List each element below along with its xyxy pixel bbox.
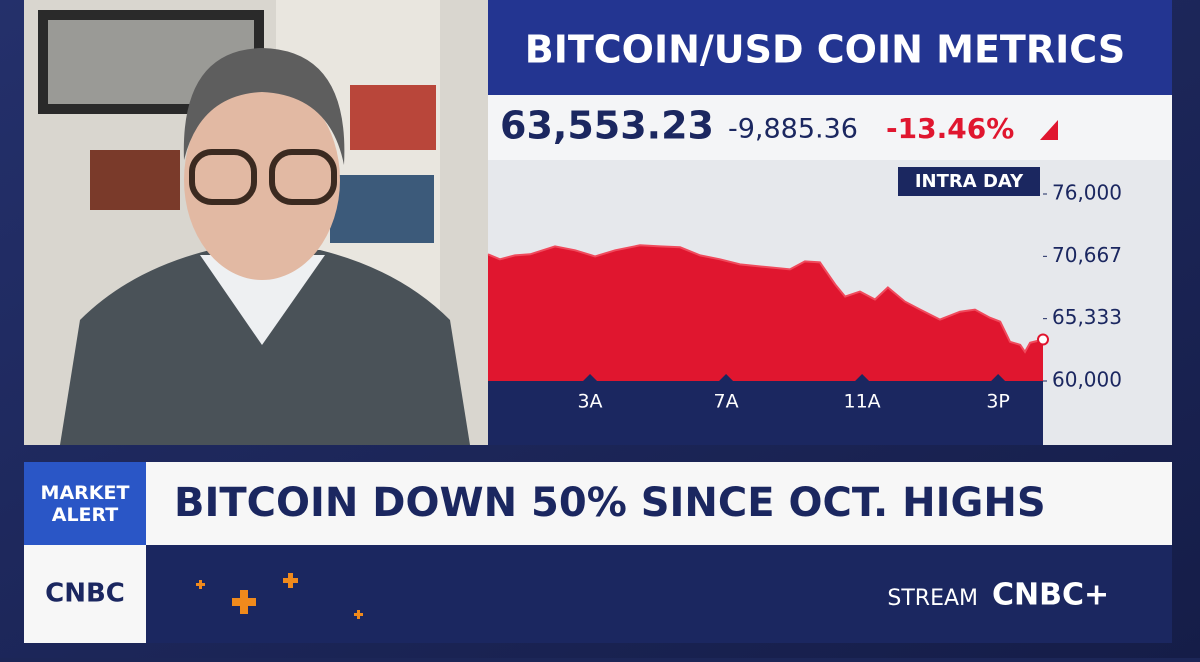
glasses — [189, 149, 257, 205]
y-tick-label: 65,333 — [1052, 305, 1122, 329]
shirt — [200, 255, 325, 345]
plus — [196, 580, 205, 589]
last-point — [1037, 333, 1049, 346]
chart-label-box — [898, 167, 1040, 196]
stream-brand: CNBC+ — [992, 578, 1109, 613]
books — [90, 150, 180, 210]
plus — [283, 573, 298, 588]
plot: 60,000 65,333 70,667 76,000 3A 7A 11A 3P — [487, 181, 1122, 413]
stream-label: STREAM — [887, 586, 978, 611]
area-outline — [487, 244, 1044, 354]
headline-box — [146, 462, 1172, 545]
y-tick-label: 60,000 — [1052, 368, 1122, 392]
sweater — [60, 250, 470, 445]
plus — [354, 610, 363, 619]
y-tick-label: 70,667 — [1052, 243, 1122, 267]
logo: CNBC — [45, 579, 125, 609]
glasses — [269, 149, 337, 205]
books — [330, 175, 434, 243]
decorations — [196, 573, 363, 619]
x-tick-label: 3A — [577, 391, 602, 413]
books — [350, 85, 436, 150]
plus — [232, 590, 256, 614]
chart-label: INTRA DAY — [915, 171, 1024, 192]
headline: BITCOIN DOWN 50% SINCE OCT. HIGHS — [174, 480, 1046, 526]
panel-title: BITCOIN/USD COIN METRICS — [525, 28, 1125, 72]
logo-box — [24, 545, 146, 643]
x-tick-label: 3P — [986, 391, 1010, 413]
down-indicator — [1040, 120, 1058, 140]
footer-band — [146, 545, 1172, 643]
face — [184, 80, 340, 280]
hair — [183, 48, 345, 165]
alert-tag-box — [24, 462, 146, 545]
x-tick — [855, 374, 870, 381]
alert-tag: MARKET ALERT — [41, 482, 130, 526]
x-tick — [583, 374, 598, 381]
x-tick-label: 11A — [843, 391, 880, 413]
x-tick — [991, 374, 1006, 381]
video-feed — [24, 0, 488, 445]
time-axis-band — [488, 381, 1043, 445]
x-tick — [719, 374, 734, 381]
title-strip — [488, 0, 1172, 95]
y-tick-label: 76,000 — [1052, 181, 1122, 205]
price: 63,553.23 — [500, 104, 714, 148]
change: -9,885.36 — [728, 114, 858, 145]
percent: -13.46% — [886, 112, 1014, 145]
x-tick-label: 7A — [714, 391, 739, 413]
area — [488, 245, 1043, 381]
